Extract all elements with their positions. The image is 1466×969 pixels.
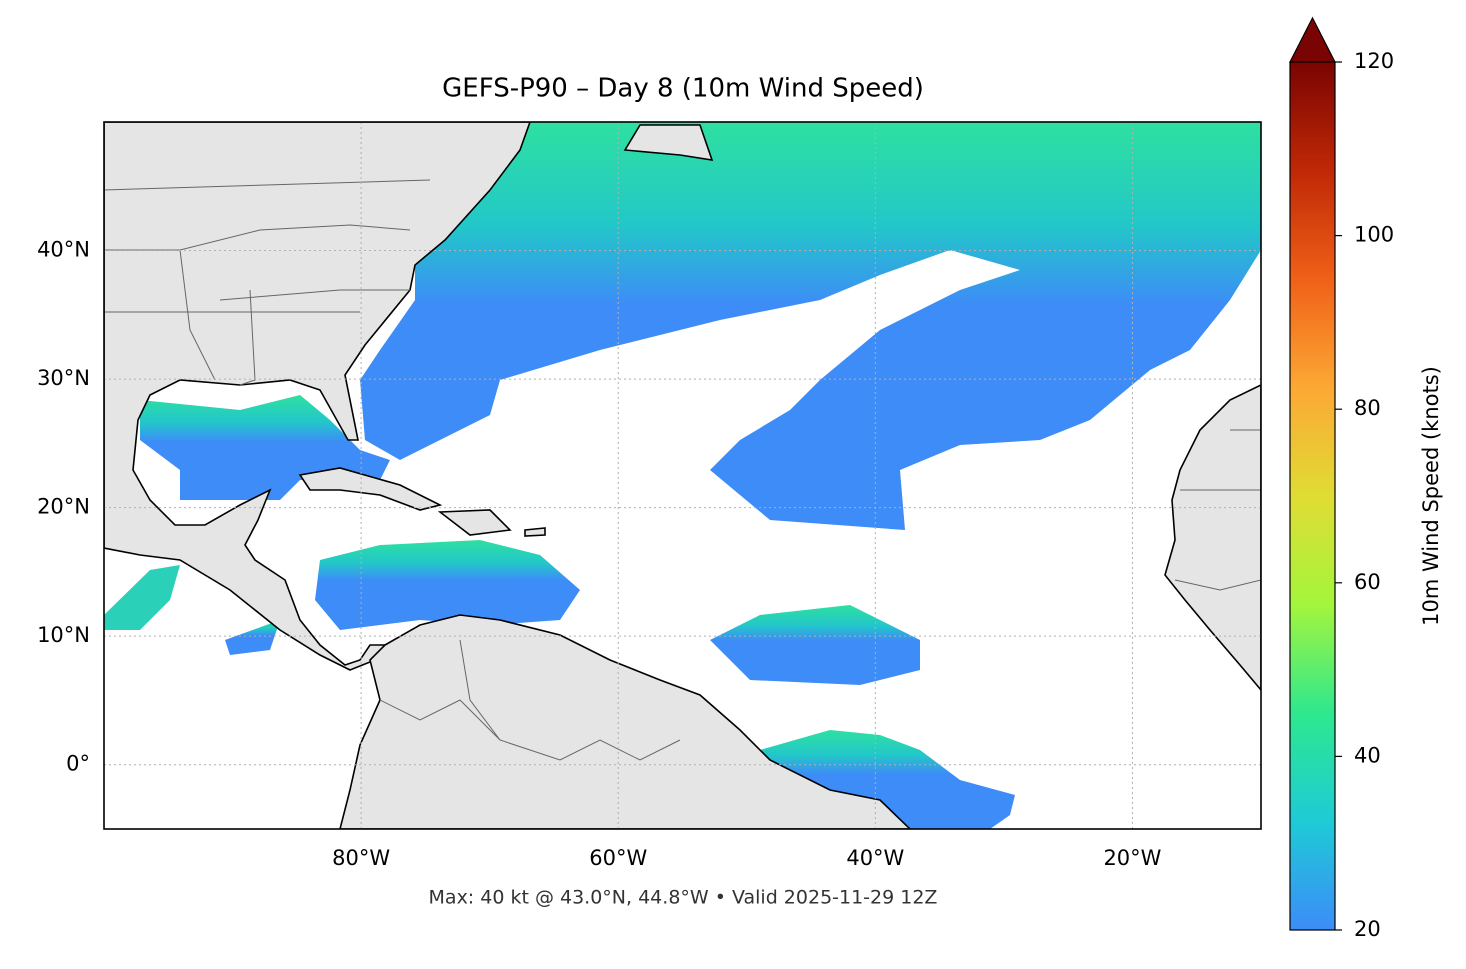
land (104, 122, 1261, 829)
wind-area (360, 122, 1261, 530)
border (219, 289, 410, 301)
puerto-rico (524, 527, 546, 537)
border (459, 639, 681, 761)
border (104, 179, 431, 191)
x-tick-label: 60°W (589, 846, 647, 870)
newfoundland (623, 124, 714, 161)
y-tick-label: 10°N (37, 623, 90, 647)
y-tick-label: 0° (66, 752, 90, 776)
map-frame (103, 121, 1262, 830)
map-area (104, 122, 1261, 829)
colorbar: 10m Wind Speed (knots) 20 40 60 80 100 120 (1289, 16, 1443, 941)
border (1174, 579, 1261, 591)
border (379, 699, 501, 741)
colorbar-tick-label: 60 (1354, 570, 1381, 594)
south-america (339, 614, 912, 829)
y-tick-label: 30°N (37, 366, 90, 390)
hispaniola (437, 509, 512, 536)
north-america (104, 122, 531, 671)
africa (1164, 384, 1261, 692)
wind-field (104, 122, 1261, 829)
wind-area (225, 620, 280, 655)
colorbar-bar (1289, 61, 1336, 931)
border (104, 224, 411, 251)
colorbar-tick-label: 100 (1354, 223, 1394, 247)
wind-area (760, 730, 1015, 829)
colorbar-tick-label: 120 (1354, 49, 1394, 73)
wind-area (104, 565, 180, 630)
colorbar-tick-label: 20 (1354, 917, 1381, 941)
x-tick-label: 20°W (1103, 846, 1161, 870)
colorbar-extend (1289, 16, 1336, 63)
colorbar-label: 10m Wind Speed (knots) (1419, 366, 1443, 626)
border (179, 249, 216, 381)
axes: 80°W 60°W 40°W 20°W 40°N 30°N 20°N 10°N 0° (37, 238, 1162, 870)
y-tick-label: 20°N (37, 495, 90, 519)
x-tick-label: 40°W (846, 846, 904, 870)
footer-note: Max: 40 kt @ 43.0°N, 44.8°W • Valid 2025… (429, 887, 938, 909)
cuba (298, 467, 443, 511)
x-tick-label: 80°W (332, 846, 390, 870)
colorbar-tick-label: 80 (1354, 396, 1381, 420)
wind-area (315, 540, 580, 630)
y-tick-label: 40°N (37, 238, 90, 262)
border (239, 289, 256, 386)
colorbar-tick-label: 40 (1354, 743, 1381, 767)
map-title: GEFS-P90 – Day 8 (10m Wind Speed) (442, 74, 924, 104)
wind-area (710, 605, 920, 685)
